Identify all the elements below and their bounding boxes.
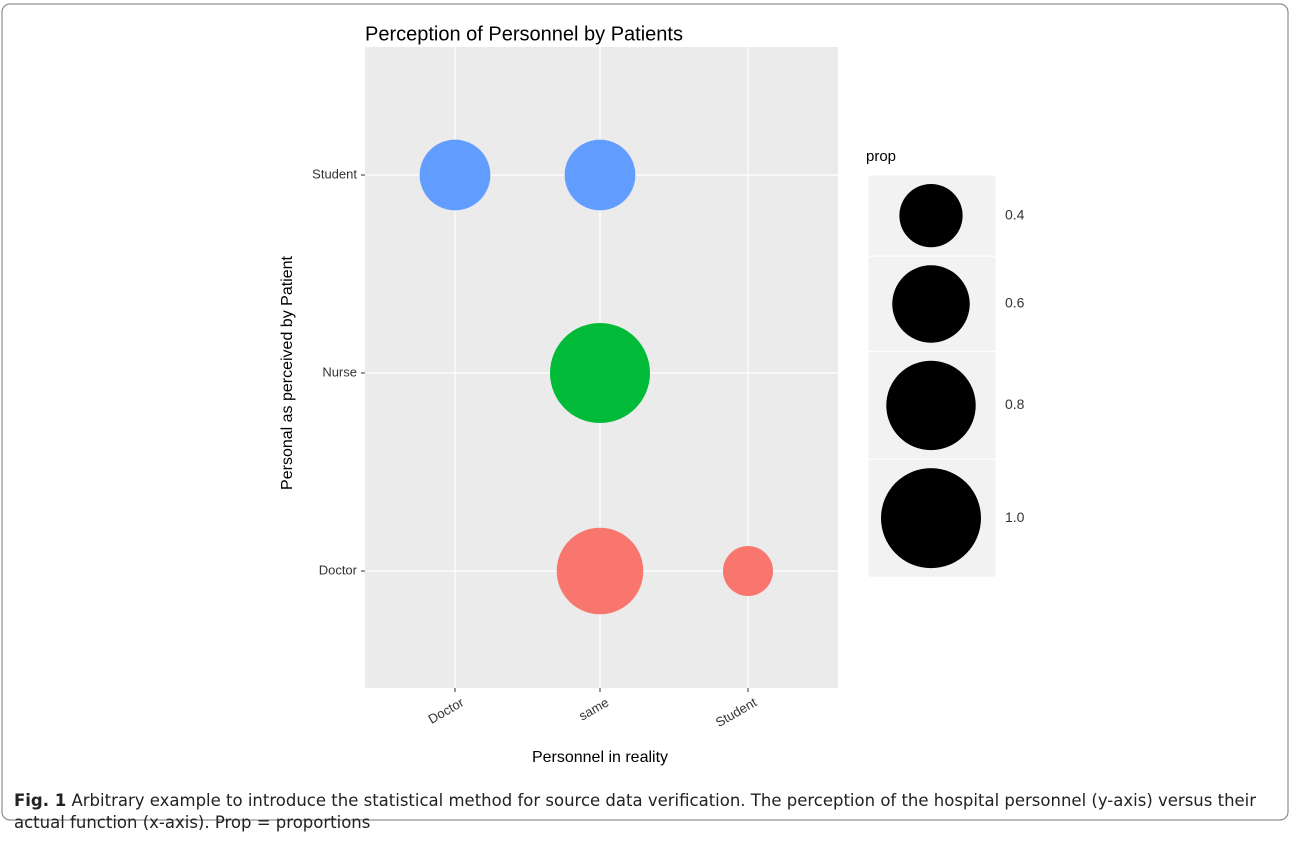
legend-title: prop	[866, 148, 896, 165]
bubble	[564, 139, 636, 211]
caption-text: Arbitrary example to introduce the stati…	[14, 791, 1257, 832]
figure-border	[1, 3, 1289, 821]
bubble	[556, 527, 644, 615]
caption: Fig. 1 Arbitrary example to introduce th…	[14, 790, 1274, 834]
y-axis-title: Personal as perceived by Patient	[279, 255, 296, 489]
legend-label: 0.4	[1005, 206, 1025, 222]
x-tick-label: Student	[713, 694, 760, 730]
x-tick-label: Doctor	[426, 694, 467, 726]
bubble	[723, 546, 773, 596]
x-axis-title: Personnel in reality	[532, 749, 668, 766]
legend-label: 0.6	[1005, 295, 1025, 311]
legend-bubble	[892, 265, 970, 343]
y-tick-label: Doctor	[319, 562, 358, 577]
caption-label: Fig. 1	[14, 791, 67, 810]
legend-label: 0.8	[1005, 396, 1025, 412]
bubble	[550, 323, 650, 423]
x-tick-label: same	[576, 695, 611, 724]
y-tick-label: Nurse	[322, 364, 357, 379]
legend-bubble	[899, 184, 963, 248]
legend-label: 1.0	[1005, 509, 1025, 525]
legend-bubble	[886, 360, 976, 451]
chart-title: Perception of Personnel by Patients	[365, 23, 683, 45]
y-tick-label: Student	[312, 166, 357, 181]
legend-bubble	[881, 468, 981, 569]
bubble	[419, 139, 491, 211]
